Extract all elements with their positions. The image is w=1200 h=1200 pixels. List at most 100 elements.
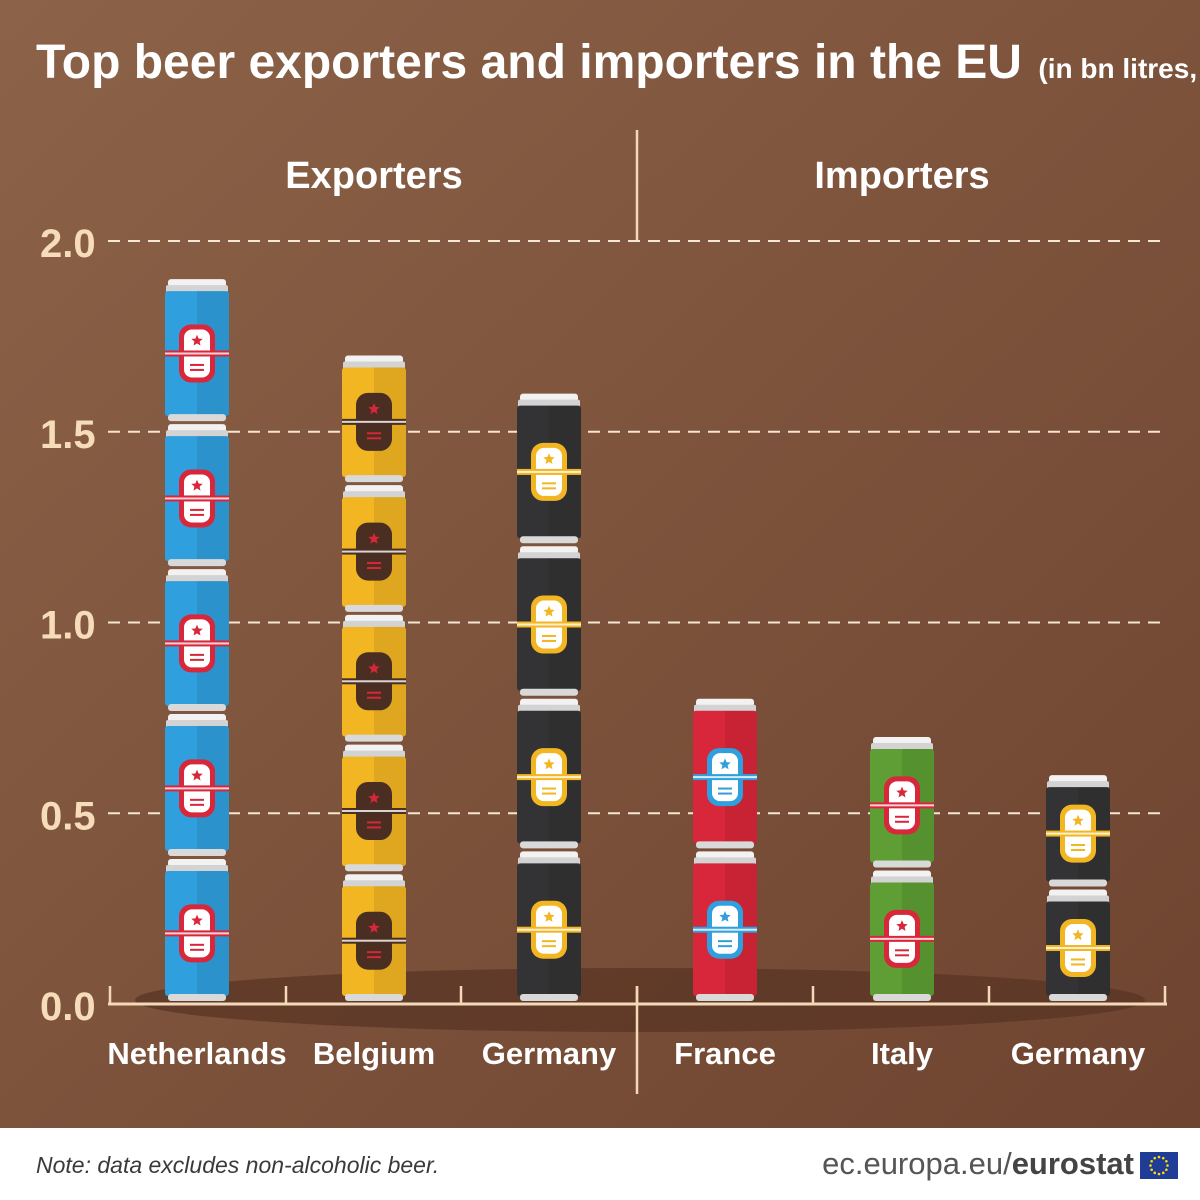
can-bottom (1049, 994, 1107, 1001)
label-line (367, 826, 381, 829)
label-line (718, 945, 732, 948)
eu-star (1161, 1171, 1165, 1175)
eu-star (1150, 1159, 1153, 1163)
can-band-stripe (342, 939, 406, 942)
bar-exporters-belgium (342, 355, 406, 1001)
can-bottom (873, 994, 931, 1001)
label-line (542, 940, 556, 943)
y-tick-label: 2.0 (40, 222, 96, 266)
label-line (367, 696, 381, 699)
can-band-stripe (1046, 832, 1110, 835)
label-line (190, 363, 204, 366)
beer-chart: Top beer exporters and importers in the … (0, 0, 1200, 1128)
bar-importers-france (693, 698, 757, 1001)
can-band-stripe (342, 809, 406, 812)
can-bottom (168, 704, 226, 712)
star-icon (543, 758, 555, 770)
can-bottom (345, 864, 403, 872)
plot-area: 0.0 0.5 1.0 1.5 2.0 Exporters Importers Netherl… (40, 130, 1167, 1094)
can-band-stripe (342, 680, 406, 683)
can-band-stripe (870, 804, 934, 807)
footer: Note: data excludes non-alcoholic beer. … (0, 1128, 1200, 1200)
eu-star (1157, 1172, 1161, 1176)
eu-star (1157, 1155, 1161, 1159)
can-band-stripe (165, 497, 229, 500)
eu-star (1165, 1159, 1168, 1163)
x-tick-label: France (674, 1036, 776, 1071)
y-tick-label: 1.5 (40, 413, 96, 457)
y-tick-label: 0.0 (40, 985, 96, 1029)
star-icon (191, 769, 203, 781)
title-subtitle: (in bn litres, 2021) (1038, 53, 1200, 84)
bar-exporters-netherlands (165, 279, 229, 1001)
label-line (718, 792, 732, 795)
eu-star (1166, 1164, 1169, 1167)
label-line (367, 956, 381, 959)
eu-star (1150, 1168, 1153, 1172)
label-line (190, 803, 204, 806)
can-band-stripe (517, 623, 581, 626)
eu-flag-icon (1140, 1152, 1178, 1179)
can-band-stripe (517, 470, 581, 473)
x-tick-label: Germany (1011, 1036, 1146, 1071)
can-bottom (520, 841, 578, 849)
bar-importers-italy (870, 736, 934, 1001)
label-line (367, 432, 381, 435)
eu-star (1153, 1171, 1157, 1175)
star-icon (368, 403, 380, 414)
can-bottom (1049, 879, 1107, 887)
label-line (895, 820, 909, 823)
star-icon (543, 605, 555, 617)
label-line (1071, 849, 1085, 852)
can-band-stripe (517, 776, 581, 779)
can-band-stripe (870, 937, 934, 940)
can-band-stripe (1046, 947, 1110, 950)
can-bottom (520, 536, 578, 544)
x-tick-label: Italy (871, 1036, 934, 1071)
label-line (1071, 844, 1085, 847)
can-bottom (168, 559, 226, 567)
y-tick-label: 0.5 (40, 794, 96, 838)
x-tick-label: Netherlands (107, 1036, 286, 1071)
y-tick-label: 1.0 (40, 604, 96, 648)
star-icon (368, 662, 380, 674)
star-icon (191, 334, 203, 346)
label-line (542, 945, 556, 948)
label-line (718, 940, 732, 943)
label-line (895, 954, 909, 957)
bar-exporters-germany (517, 393, 581, 1001)
can-band-stripe (693, 928, 757, 931)
label-line (895, 949, 909, 952)
source-brand: eurostat (1011, 1146, 1134, 1181)
label-line (542, 482, 556, 485)
can-band-stripe (342, 420, 406, 423)
source-link[interactable]: ec.europa.eu/eurostat (822, 1146, 1134, 1182)
label-line (190, 943, 204, 946)
x-tick-label: Germany (482, 1036, 617, 1071)
source-domain: ec.europa.eu/ (822, 1146, 1012, 1181)
can-band-stripe (165, 787, 229, 790)
can-bottom (345, 734, 403, 742)
group-heading: Importers (814, 155, 989, 197)
label-line (190, 508, 204, 511)
label-line (190, 948, 204, 951)
can-bottom (345, 475, 403, 483)
star-icon (896, 786, 908, 798)
can-bottom (873, 860, 931, 868)
star-icon (191, 914, 203, 926)
eu-star (1153, 1156, 1157, 1160)
star-icon (368, 792, 380, 804)
can-band-stripe (165, 352, 229, 355)
can-bottom (345, 994, 403, 1001)
label-line (190, 798, 204, 801)
label-line (367, 951, 381, 954)
eu-star (1165, 1168, 1168, 1172)
title-main: Top beer exporters and importers in the … (36, 36, 1022, 89)
can-bottom (345, 604, 403, 612)
star-icon (1072, 814, 1084, 826)
can-bottom (168, 849, 226, 857)
can-band-stripe (165, 932, 229, 935)
star-icon (191, 624, 203, 636)
eu-star (1149, 1164, 1152, 1167)
